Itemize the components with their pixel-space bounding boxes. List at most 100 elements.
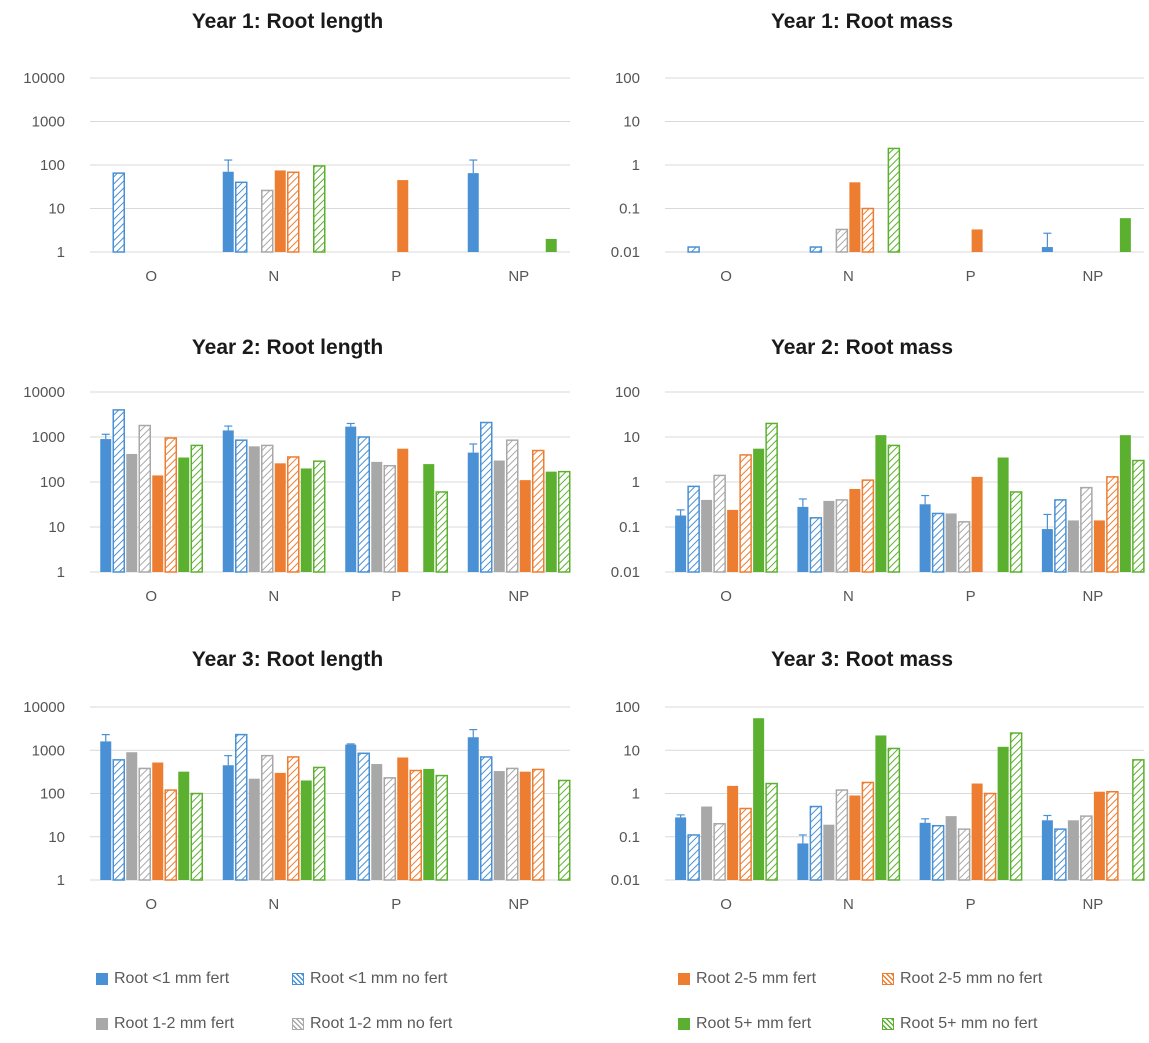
x-category-label: NP (1082, 588, 1103, 605)
bar-r12f (493, 460, 505, 572)
bar-r5f (423, 768, 435, 880)
bar-r25n (861, 207, 875, 253)
chart-panel: Year 1: Root length 1 10 100 1000 10000 O N P NP (0, 0, 575, 300)
bar-r12n (383, 777, 396, 881)
bar-r25f (1093, 520, 1105, 572)
bar-r1f (797, 506, 809, 572)
bar-r5n (1009, 732, 1023, 881)
bar-r1f (1041, 820, 1053, 880)
bar-r25f (397, 180, 409, 252)
y-tick-label: 0.01 (611, 244, 640, 261)
bar-r5f (545, 238, 557, 252)
bar-r25n (1106, 790, 1119, 881)
bar-r25f (971, 476, 983, 572)
bar-r5f (753, 718, 765, 880)
x-category-label: NP (508, 268, 529, 285)
legend-item: Root 2-5 mm no fert (882, 970, 1042, 988)
chart-panel: Year 2: Root length 1 10 100 1000 10000 O N P NP (0, 330, 575, 630)
bar-r25f (274, 170, 286, 252)
bar-r5n (558, 779, 571, 881)
bar-r12n (138, 767, 151, 881)
bar-r12n (835, 789, 849, 881)
x-category-label: NP (1082, 896, 1103, 913)
bar-r25n (739, 454, 752, 573)
bar-r5f (178, 771, 190, 880)
bar-r1f (345, 426, 357, 572)
legend-swatch-r1f (96, 973, 108, 985)
legend-item: Root 2-5 mm fert (678, 970, 816, 988)
x-category-label: N (843, 588, 854, 605)
legend-swatch-r1n (292, 973, 304, 985)
bar-r25f (152, 762, 164, 880)
bar-r5f (997, 746, 1009, 880)
bar-r12n (835, 228, 849, 253)
y-tick-label: 1 (57, 872, 65, 889)
x-category-label: O (720, 896, 732, 913)
x-category-label: N (268, 268, 279, 285)
bar-r1n (809, 517, 823, 573)
bar-r12n (1080, 815, 1093, 881)
y-tick-label: 10000 (23, 699, 65, 716)
bar-r1f (467, 173, 479, 252)
legend-label: Root 5+ mm fert (696, 1015, 812, 1032)
y-tick-label: 10000 (23, 70, 65, 87)
x-category-label: N (268, 588, 279, 605)
legend-label: Root 2-5 mm no fert (900, 970, 1043, 987)
bar-r12f (823, 824, 835, 880)
bar-r25f (727, 509, 739, 572)
bar-r25f (849, 182, 861, 252)
chart-panel: Year 2: Root mass 0.01 0.1 1 10 100 O N P NP (575, 330, 1149, 630)
bar-r25n (164, 789, 177, 881)
bar-r12n (506, 439, 519, 573)
bar-r12n (506, 767, 519, 881)
bar-r5n (887, 147, 901, 253)
bar-r25n (861, 781, 875, 881)
bar-r1n (112, 759, 125, 881)
bar-r1n (931, 512, 945, 573)
bar-r5f (875, 435, 887, 572)
legend-swatch-r12f (96, 1018, 108, 1030)
bar-r25f (397, 757, 409, 880)
bar-r1f (467, 452, 479, 572)
bar-r12f (701, 499, 713, 572)
bar-r1n (809, 246, 823, 253)
legend-right: Root 2-5 mm fert Root 2-5 mm no fert Roo… (560, 970, 1149, 1043)
y-tick-label: 100 (40, 157, 65, 174)
bar-r1n (480, 421, 493, 573)
x-category-label: NP (1082, 268, 1103, 285)
bar-r25n (532, 449, 545, 573)
bar-r5n (190, 444, 203, 573)
legend-label: Root 2-5 mm fert (696, 970, 817, 987)
bar-r1n (357, 752, 370, 881)
bar-r12f (823, 500, 835, 572)
bar-r12n (261, 754, 274, 881)
bar-r5n (887, 747, 901, 881)
bar-r12n (835, 499, 849, 573)
y-tick-label: 0.01 (611, 564, 640, 581)
bar-r12n (713, 822, 726, 881)
chart-panel: Year 1: Root mass 0.01 0.1 1 10 100 O N P NP (575, 0, 1149, 300)
bar-r25n (983, 792, 997, 881)
bar-r1n (357, 436, 370, 573)
y-tick-label: 1000 (32, 742, 65, 759)
y-tick-label: 1000 (32, 429, 65, 446)
y-tick-label: 0.1 (619, 829, 640, 846)
bar-r12f (1067, 520, 1079, 572)
bar-r25n (287, 756, 300, 881)
bar-r12f (945, 513, 957, 572)
y-tick-label: 10 (623, 429, 640, 446)
bar-r12f (371, 461, 383, 572)
bar-r5n (313, 766, 326, 881)
bar-r5n (1009, 491, 1023, 573)
legend-item: Root 1-2 mm fert (96, 1015, 234, 1033)
bar-r25f (397, 448, 409, 572)
bar-r12f (1067, 820, 1079, 880)
legend-label: Root 1-2 mm fert (114, 1015, 235, 1032)
legend-swatch-r5f (678, 1018, 690, 1030)
x-category-label: NP (508, 896, 529, 913)
x-category-label: P (966, 268, 976, 285)
bar-r1n (112, 172, 125, 253)
